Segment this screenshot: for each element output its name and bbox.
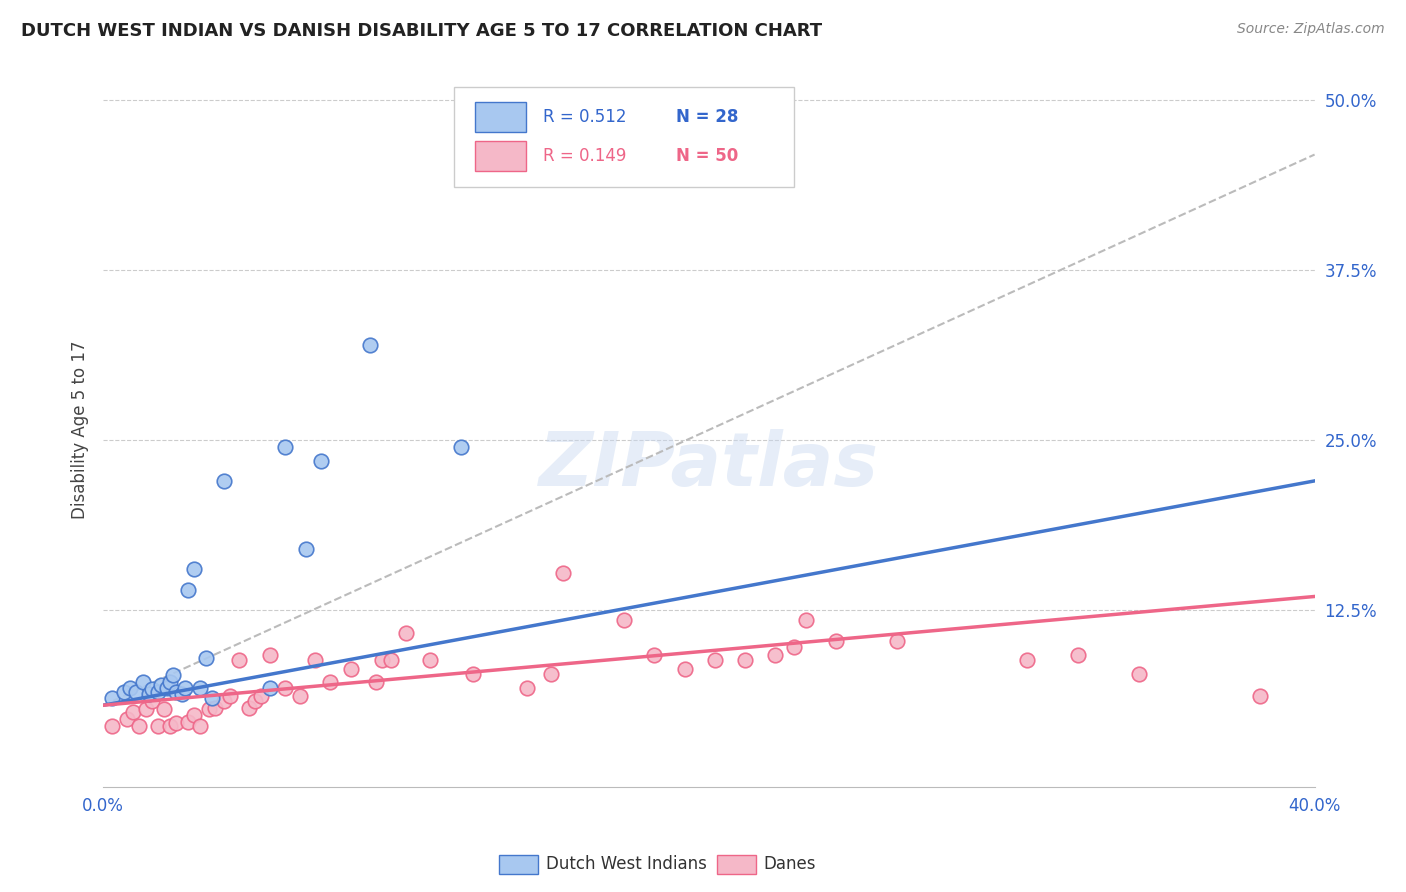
Point	[1249, 689, 1271, 703]
Point	[304, 653, 326, 667]
Point	[380, 653, 402, 667]
Point	[319, 675, 342, 690]
Point	[673, 661, 696, 675]
Point	[101, 691, 124, 706]
Point	[450, 440, 472, 454]
Point	[516, 681, 538, 695]
Point	[149, 678, 172, 692]
Point	[259, 681, 281, 695]
Point	[540, 667, 562, 681]
Point	[170, 687, 193, 701]
Point	[177, 714, 200, 729]
Point	[135, 702, 157, 716]
Point	[125, 684, 148, 698]
Point	[214, 694, 236, 708]
Text: DUTCH WEST INDIAN VS DANISH DISABILITY AGE 5 TO 17 CORRELATION CHART: DUTCH WEST INDIAN VS DANISH DISABILITY A…	[21, 22, 823, 40]
Point	[765, 648, 787, 662]
Point	[122, 705, 145, 719]
Point	[825, 634, 848, 648]
Point	[117, 712, 139, 726]
Point	[177, 582, 200, 597]
Point	[152, 702, 174, 716]
Point	[703, 653, 725, 667]
Point	[274, 440, 297, 454]
Point	[643, 648, 665, 662]
Point	[141, 681, 163, 696]
Bar	[475, 141, 526, 170]
Point	[195, 650, 218, 665]
Point	[159, 675, 181, 690]
Point	[131, 675, 153, 690]
Point	[188, 681, 211, 695]
FancyBboxPatch shape	[454, 87, 793, 187]
Point	[1067, 648, 1090, 662]
Point	[201, 691, 224, 706]
Point	[183, 562, 205, 576]
Text: ZIPatlas: ZIPatlas	[538, 429, 879, 502]
Point	[734, 653, 756, 667]
Point	[159, 719, 181, 733]
Point	[219, 689, 242, 703]
Point	[120, 681, 142, 695]
Text: Source: ZipAtlas.com: Source: ZipAtlas.com	[1237, 22, 1385, 37]
Point	[1128, 667, 1150, 681]
Point	[146, 684, 169, 698]
Point	[359, 338, 381, 352]
Point	[395, 626, 418, 640]
Point	[162, 668, 184, 682]
Point	[886, 634, 908, 648]
Point	[1015, 653, 1038, 667]
Text: N = 28: N = 28	[676, 108, 738, 127]
Point	[214, 474, 236, 488]
Point	[340, 661, 363, 675]
Point	[188, 719, 211, 733]
Text: Dutch West Indians: Dutch West Indians	[546, 855, 706, 873]
Point	[274, 681, 297, 695]
Point	[259, 648, 281, 662]
Bar	[475, 103, 526, 132]
Text: Danes: Danes	[763, 855, 815, 873]
Point	[198, 702, 221, 716]
Point	[128, 719, 150, 733]
Point	[101, 719, 124, 733]
Y-axis label: Disability Age 5 to 17: Disability Age 5 to 17	[72, 341, 89, 519]
Point	[371, 653, 394, 667]
Point	[138, 687, 160, 701]
Point	[288, 689, 311, 703]
Point	[165, 715, 187, 730]
Text: N = 50: N = 50	[676, 147, 738, 165]
Text: R = 0.149: R = 0.149	[543, 147, 626, 165]
Point	[228, 653, 250, 667]
Point	[461, 667, 484, 681]
Point	[243, 694, 266, 708]
Point	[613, 613, 636, 627]
Point	[295, 541, 318, 556]
Point	[141, 694, 163, 708]
Point	[165, 684, 187, 698]
Point	[204, 701, 226, 715]
Point	[146, 719, 169, 733]
Point	[364, 675, 387, 690]
Point	[794, 613, 817, 627]
Point	[112, 684, 135, 698]
Point	[183, 707, 205, 722]
Point	[238, 701, 260, 715]
Point	[156, 681, 179, 695]
Point	[782, 640, 804, 654]
Text: R = 0.512: R = 0.512	[543, 108, 627, 127]
Point	[174, 681, 197, 695]
Point	[553, 566, 575, 581]
Point	[249, 689, 271, 703]
Point	[309, 453, 332, 467]
Point	[419, 653, 441, 667]
